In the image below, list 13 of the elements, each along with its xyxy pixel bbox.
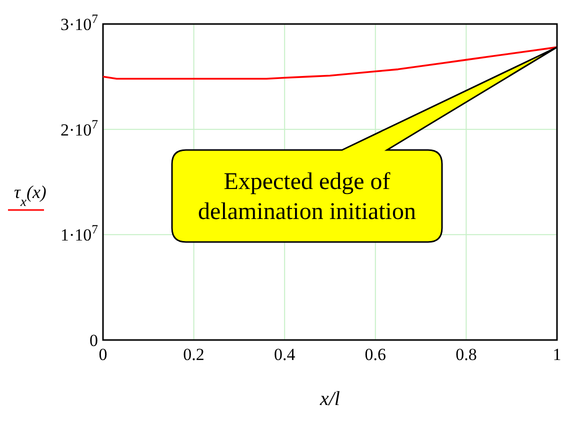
y-tick-label: 3·10$^{7}$ [60,12,98,34]
line-series [102,46,558,80]
x-tick-label: 0.6 [364,345,386,364]
text: τ$_{x}$(x) [14,182,46,208]
annotation: Expected edge of delamination initiation [198,169,416,225]
y-tick-label: 2·10$^{7}$ [60,117,98,140]
y-tick-label: 1·10$^{7}$ [60,222,98,245]
y-tick-label: 0 [90,330,98,350]
x-tick-label: 0.8 [456,345,477,364]
x-tick-label: 1 [552,345,562,364]
x-tick-label: 0.2 [183,345,204,364]
x-tick-label: 0.4 [274,345,296,364]
x-axis-title: x/l [319,388,340,410]
